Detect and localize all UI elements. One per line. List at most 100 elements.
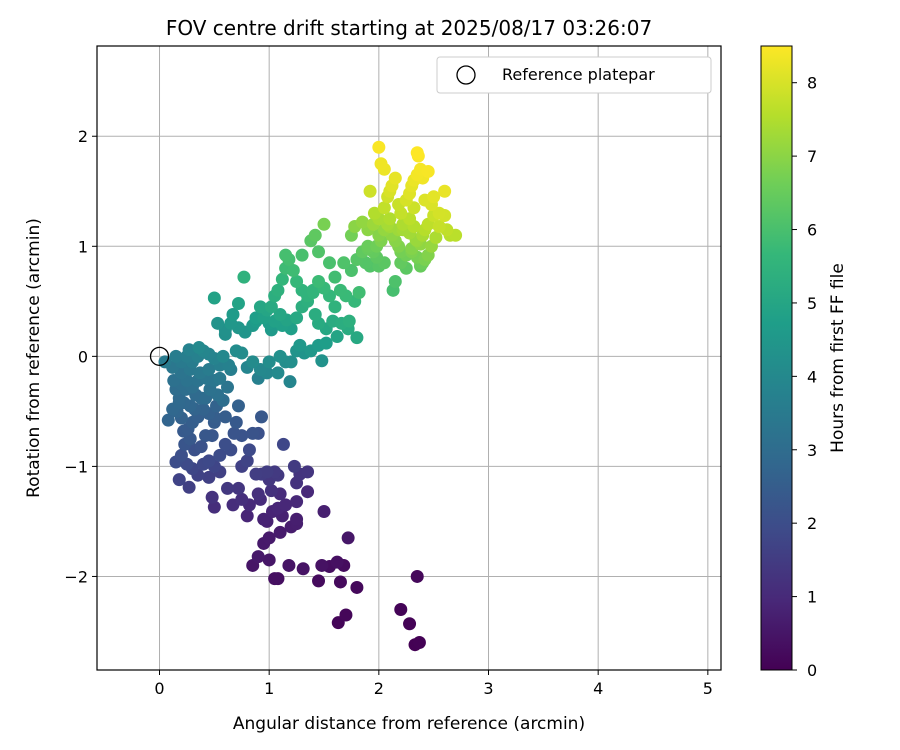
scatter-point	[202, 363, 216, 377]
scatter-point	[383, 212, 397, 226]
scatter-point	[253, 300, 267, 314]
colorbar-tick-label: 4	[807, 367, 817, 386]
scatter-point	[290, 495, 304, 509]
colorbar-ticks: 0 1 2 3 4 5 6 7 8	[792, 74, 817, 680]
scatter-point	[216, 349, 230, 363]
x-tick-label: 4	[593, 679, 603, 698]
scatter-point	[213, 371, 227, 385]
scatter-point	[342, 314, 356, 328]
scatter-point	[421, 164, 435, 178]
scatter-point	[174, 448, 188, 462]
scatter-point	[262, 531, 276, 545]
scatter-point	[279, 248, 293, 262]
scatter-point	[350, 331, 364, 345]
colorbar-tick-label: 3	[807, 441, 817, 460]
scatter-point	[169, 349, 183, 363]
scatter-point	[161, 413, 175, 427]
scatter-point	[231, 481, 245, 495]
scatter-point	[295, 248, 309, 262]
scatter-point	[194, 440, 208, 454]
scatter-point	[226, 308, 240, 322]
scatter-point	[350, 580, 364, 594]
scatter-point	[339, 608, 353, 622]
scatter-point	[301, 485, 315, 499]
scatter-point	[231, 399, 245, 413]
scatter-point	[237, 270, 251, 284]
y-tick-label: −2	[64, 567, 88, 586]
legend-entry-label: Reference platepar	[502, 65, 655, 84]
y-tick-label: 0	[78, 347, 88, 366]
scatter-point	[322, 256, 336, 270]
scatter-point	[211, 316, 225, 330]
scatter-point	[246, 355, 260, 369]
scatter-point	[264, 484, 278, 498]
scatter-point	[240, 509, 254, 523]
scatter-point	[312, 574, 326, 588]
scatter-point	[363, 184, 377, 198]
scatter-point	[218, 410, 232, 424]
scatter-point	[308, 228, 322, 242]
scatter-point	[283, 375, 297, 389]
scatter-point	[221, 481, 235, 495]
scatter-point	[229, 415, 243, 429]
colorbar: 0 1 2 3 4 5 6 7 8 Hours from first FF file	[760, 45, 848, 680]
scatter-point	[262, 553, 276, 567]
scatter-point	[264, 300, 278, 314]
x-tick-label: 1	[264, 679, 274, 698]
scatter-point	[374, 157, 388, 171]
y-tick-label: −1	[64, 457, 88, 476]
scatter-point	[251, 550, 265, 564]
scatter-point	[284, 355, 298, 369]
scatter-point	[207, 291, 221, 305]
scatter-point	[199, 429, 213, 443]
scatter-point	[403, 617, 417, 631]
scatter-point	[260, 465, 274, 479]
scatter-point	[410, 569, 424, 583]
y-axis-label: Rotation from reference (arcmin)	[24, 218, 44, 498]
scatter-point	[293, 338, 307, 352]
scatter-point	[242, 443, 256, 457]
x-tick-label: 5	[703, 679, 713, 698]
scatter-point	[432, 219, 446, 233]
colorbar-tick-label: 7	[807, 147, 817, 166]
scatter-point	[268, 572, 282, 586]
scatter-point	[254, 410, 268, 424]
scatter-point	[333, 575, 347, 589]
x-tick-label: 2	[374, 679, 384, 698]
scatter-point	[192, 341, 206, 355]
scatter-point	[207, 500, 221, 514]
scatter-point	[276, 437, 290, 451]
scatter-point	[328, 270, 342, 284]
scatter-point	[221, 380, 235, 394]
x-tick-label: 3	[483, 679, 493, 698]
scatter-point	[227, 426, 241, 440]
scatter-point	[296, 562, 310, 576]
scatter-point	[251, 487, 265, 501]
scatter-point	[218, 437, 232, 451]
scatter-point	[235, 492, 249, 506]
colorbar-tick-label: 6	[807, 221, 817, 240]
scatter-point	[273, 349, 287, 363]
scatter-point	[412, 635, 426, 649]
scatter-point	[372, 140, 386, 154]
scatter-point	[427, 190, 441, 204]
scatter-point	[273, 525, 287, 539]
colorbar-tick-label: 5	[807, 294, 817, 313]
y-tick-label: 1	[78, 237, 88, 256]
colorbar-tick-label: 1	[807, 588, 817, 607]
scatter-point	[275, 272, 289, 286]
scatter-point	[286, 264, 300, 278]
scatter-point	[432, 206, 446, 220]
scatter-point	[249, 467, 263, 481]
scatter-point	[182, 343, 196, 357]
scatter-point	[312, 275, 326, 289]
scatter-point	[317, 505, 331, 519]
scatter-point	[271, 366, 285, 380]
scatter-point	[317, 217, 331, 231]
scatter-point	[315, 354, 329, 368]
chart-title: FOV centre drift starting at 2025/08/17 …	[166, 16, 652, 40]
y-tick-label: 2	[78, 127, 88, 146]
scatter-point	[312, 245, 326, 259]
scatter-point	[246, 426, 260, 440]
